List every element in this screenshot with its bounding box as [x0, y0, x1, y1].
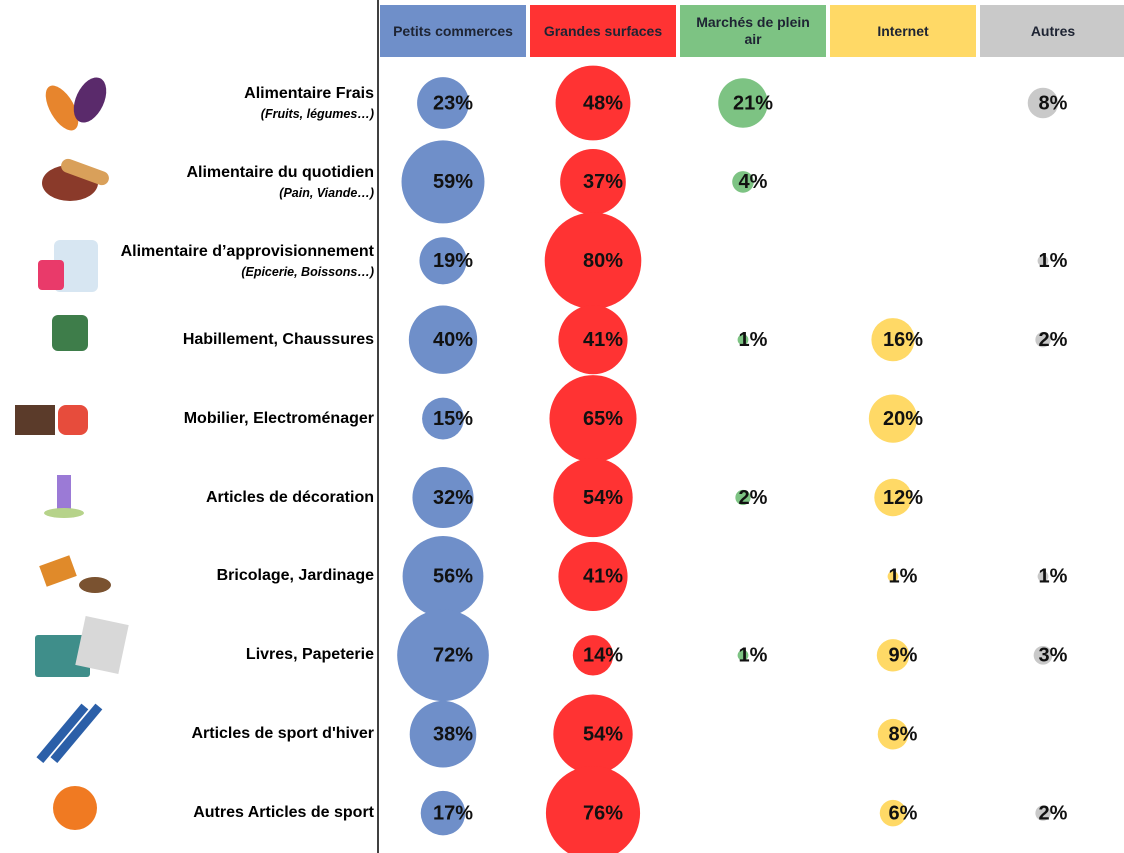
column-header: Marchés de plein air	[680, 5, 826, 57]
value-label: 1%	[739, 329, 768, 351]
icons	[15, 72, 129, 830]
value-label: 8%	[889, 723, 918, 745]
value-label: 4%	[739, 171, 768, 193]
value-label: 48%	[583, 92, 623, 114]
value-label: 19%	[433, 250, 473, 272]
value-label: 6%	[889, 802, 918, 824]
value-label: 12%	[883, 487, 923, 509]
icon-jar	[38, 260, 64, 290]
row-note: (Pain, Viande…)	[120, 184, 374, 202]
row-title: Bricolage, Jardinage	[217, 567, 374, 584]
row-title: Articles de sport d'hiver	[191, 725, 374, 742]
value-label: 80%	[583, 250, 623, 272]
value-label: 32%	[433, 487, 473, 509]
page: {"chart_data": {"type": "bubble_matrix",…	[0, 0, 1124, 853]
row-label: Habillement, Chaussures	[120, 329, 374, 351]
value-label: 59%	[433, 171, 473, 193]
value-label: 54%	[583, 723, 623, 745]
value-label: 16%	[883, 329, 923, 351]
value-label: 17%	[433, 802, 473, 824]
row-title: Mobilier, Electroménager	[184, 410, 374, 427]
value-label: 41%	[583, 329, 623, 351]
value-label: 8%	[1039, 92, 1068, 114]
value-label: 9%	[889, 645, 918, 667]
icon-drill	[39, 555, 77, 587]
value-label: 2%	[739, 487, 768, 509]
row-title: Livres, Papeterie	[246, 646, 374, 663]
row-label: Articles de sport d'hiver	[120, 723, 374, 745]
row-label: Alimentaire Frais (Fruits, légumes…)	[120, 83, 374, 123]
value-label: 2%	[1039, 329, 1068, 351]
row-label: Autres Articles de sport	[120, 802, 374, 824]
value-label: 1%	[1039, 250, 1068, 272]
value-label: 41%	[583, 566, 623, 588]
icon-candle-plate	[44, 508, 84, 518]
icon-desk	[15, 405, 55, 435]
value-label: 23%	[433, 92, 473, 114]
value-label: 65%	[583, 408, 623, 430]
column-header: Petits commerces	[380, 5, 526, 57]
row-label: Mobilier, Electroménager	[120, 408, 374, 430]
icon-candle	[57, 475, 71, 510]
row-note: (Epicerie, Boissons…)	[120, 263, 374, 281]
value-label: 3%	[1039, 645, 1068, 667]
row-label: Alimentaire du quotidien (Pain, Viande…)	[120, 162, 374, 202]
row-note: (Fruits, légumes…)	[120, 105, 374, 123]
value-label: 2%	[1039, 802, 1068, 824]
row-title: Alimentaire du quotidien	[186, 164, 374, 181]
value-label: 1%	[1039, 566, 1068, 588]
value-label: 14%	[583, 645, 623, 667]
row-label: Bricolage, Jardinage	[120, 565, 374, 587]
value-label: 1%	[889, 566, 918, 588]
row-title: Articles de décoration	[206, 489, 374, 506]
icon-ball	[53, 786, 97, 830]
row-title: Autres Articles de sport	[193, 804, 374, 821]
value-label: 54%	[583, 487, 623, 509]
value-label: 15%	[433, 408, 473, 430]
row-title: Alimentaire Frais	[244, 85, 374, 102]
column-header: Internet	[830, 5, 976, 57]
value-label: 72%	[433, 645, 473, 667]
column-header: Autres	[980, 5, 1124, 57]
value-label: 20%	[883, 408, 923, 430]
value-label: 21%	[733, 92, 773, 114]
column-header: Grandes surfaces	[530, 5, 676, 57]
row-label: Articles de décoration	[120, 487, 374, 509]
value-label: 76%	[583, 802, 623, 824]
value-label: 56%	[433, 566, 473, 588]
icon-soil	[79, 577, 111, 593]
icon-appliance	[58, 405, 88, 435]
row-label: Livres, Papeterie	[120, 644, 374, 666]
icon-sweater	[52, 315, 88, 351]
value-label: 37%	[583, 171, 623, 193]
value-label: 38%	[433, 723, 473, 745]
value-label: 1%	[739, 645, 768, 667]
row-label: Alimentaire d’approvisionnement (Epicerie…	[120, 241, 374, 281]
row-title: Alimentaire d’approvisionnement	[121, 243, 374, 260]
value-label: 40%	[433, 329, 473, 351]
row-title: Habillement, Chaussures	[183, 331, 374, 348]
